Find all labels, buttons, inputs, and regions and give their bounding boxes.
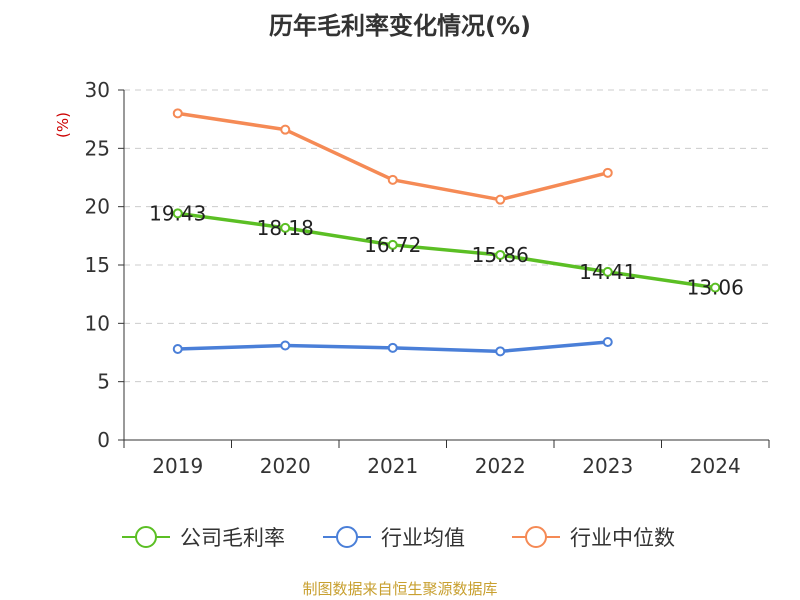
x-tick-label: 2023 bbox=[582, 454, 633, 478]
data-point bbox=[602, 167, 613, 178]
data-point bbox=[280, 124, 291, 135]
data-label: 15.86 bbox=[472, 243, 529, 267]
legend: 公司毛利率 行业均值 行业中位数 bbox=[122, 526, 675, 550]
data-point bbox=[602, 266, 613, 277]
y-tick-label: 0 bbox=[97, 428, 110, 452]
data-point bbox=[172, 108, 183, 119]
data-labels: 19.43 18.18 16.72 15.86 14.41 13.06 bbox=[149, 201, 744, 299]
y-tick-label: 10 bbox=[85, 311, 110, 335]
data-point bbox=[710, 282, 721, 293]
y-tick-label: 20 bbox=[85, 195, 110, 219]
data-label: 14.41 bbox=[579, 260, 636, 284]
x-tick-label: 2024 bbox=[690, 454, 741, 478]
data-point bbox=[495, 249, 506, 260]
series-line bbox=[177, 111, 609, 202]
data-point bbox=[172, 208, 183, 219]
chart-title: 历年毛利率变化情况(%) bbox=[269, 12, 531, 40]
data-label: 19.43 bbox=[149, 201, 206, 225]
source-note: 制图数据来自恒生聚源数据库 bbox=[302, 580, 498, 598]
data-label: 18.18 bbox=[257, 216, 314, 240]
x-tick-label: 2021 bbox=[367, 454, 418, 478]
data-point bbox=[280, 340, 291, 351]
legend-label: 行业均值 bbox=[381, 526, 465, 550]
legend-marker-icon bbox=[336, 526, 358, 548]
data-point bbox=[172, 344, 183, 354]
x-tick-label: 2020 bbox=[260, 454, 311, 478]
legend-label: 行业中位数 bbox=[570, 526, 675, 550]
data-point bbox=[602, 337, 613, 347]
data-point bbox=[387, 174, 398, 185]
data-point bbox=[280, 222, 291, 233]
series-line bbox=[177, 211, 716, 290]
legend-marker-icon bbox=[525, 526, 547, 548]
axes: 0 5 10 15 20 25 30 2019 2020 2021 2022 2023 2024 (%) bbox=[54, 78, 770, 478]
x-tick-label: 2019 bbox=[152, 454, 203, 478]
data-point bbox=[387, 239, 398, 250]
y-axis-label: (%) bbox=[54, 112, 72, 138]
legend-label: 公司毛利率 bbox=[180, 526, 285, 550]
data-point bbox=[495, 346, 506, 357]
data-point bbox=[387, 342, 398, 353]
y-tick-label: 30 bbox=[85, 78, 110, 102]
data-label: 13.06 bbox=[687, 276, 744, 300]
legend-marker-icon bbox=[135, 526, 157, 548]
data-point bbox=[495, 194, 506, 205]
series-lines bbox=[172, 108, 721, 357]
grid-lines bbox=[124, 89, 769, 383]
data-label: 16.72 bbox=[364, 233, 421, 257]
y-tick-label: 5 bbox=[97, 370, 110, 394]
x-tick-label: 2022 bbox=[475, 454, 526, 478]
y-tick-label: 15 bbox=[85, 253, 110, 277]
y-tick-label: 25 bbox=[85, 136, 110, 160]
